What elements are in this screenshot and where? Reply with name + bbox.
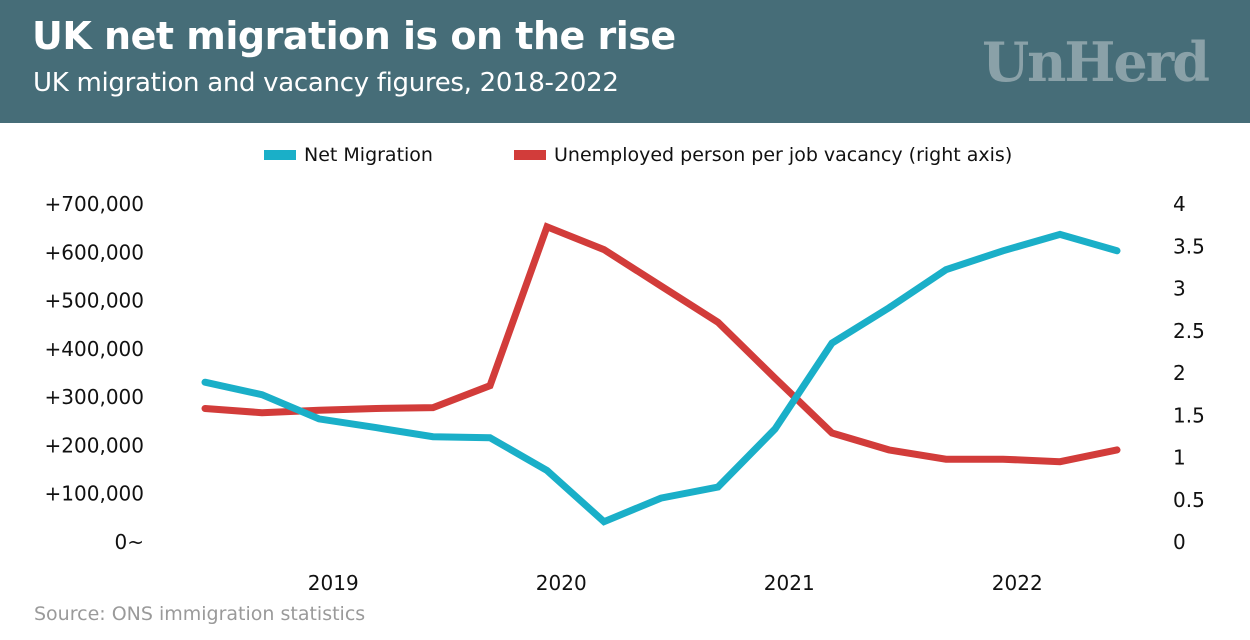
left-tick-label: +200,000 <box>45 433 144 457</box>
unherd-logo: UnHerd <box>982 30 1210 94</box>
series-group <box>201 222 1121 526</box>
chart-legend: Net Migration Unemployed person per job … <box>0 144 1250 170</box>
right-tick-label: 3 <box>1173 277 1186 301</box>
net-migration-line <box>201 230 1121 526</box>
left-tick-label: +400,000 <box>45 337 144 361</box>
right-tick-label: 0 <box>1173 530 1186 554</box>
source-note: Source: ONS immigration statistics <box>34 603 366 625</box>
legend-item-net-migration: Net Migration <box>264 144 433 166</box>
left-tick-label: +300,000 <box>45 385 144 409</box>
right-tick-label: 1 <box>1173 446 1186 470</box>
chart-subtitle: UK migration and vacancy figures, 2018-2… <box>33 68 619 98</box>
left-tick-label: +700,000 <box>45 192 144 216</box>
left-tick-label: +500,000 <box>45 289 144 313</box>
x-tick-label: 2019 <box>308 571 359 595</box>
legend-label-net-migration: Net Migration <box>304 144 433 166</box>
x-tick-label: 2020 <box>536 571 587 595</box>
left-tick-label: +600,000 <box>45 240 144 264</box>
chart-title: UK net migration is on the rise <box>32 14 676 58</box>
left-tick-label: +100,000 <box>45 482 144 506</box>
right-tick-label: 0.5 <box>1173 488 1205 512</box>
right-tick-label: 2 <box>1173 361 1186 385</box>
right-tick-label: 3.5 <box>1173 234 1205 258</box>
right-tick-label: 2.5 <box>1173 319 1205 343</box>
x-tick-label: 2022 <box>992 571 1043 595</box>
right-tick-label: 4 <box>1173 192 1186 216</box>
right-y-axis: 0 0.5 1 1.5 2 2.5 3 3.5 4 <box>1173 192 1205 554</box>
legend-swatch-unemployed-per-vacancy <box>514 150 546 160</box>
x-axis: 2019 2020 2021 2022 <box>308 571 1043 595</box>
right-tick-label: 1.5 <box>1173 403 1205 427</box>
left-tick-label: 0~ <box>115 530 144 554</box>
x-tick-label: 2021 <box>764 571 815 595</box>
left-y-axis: 0~ +100,000 +200,000 +300,000 +400,000 +500,0… <box>45 192 144 554</box>
legend-label-unemployed-per-vacancy: Unemployed person per job vacancy (right… <box>554 144 1013 166</box>
legend-swatch-net-migration <box>264 150 296 160</box>
chart-header: UK net migration is on the rise UK migra… <box>0 0 1250 123</box>
legend-item-unemployed-per-vacancy: Unemployed person per job vacancy (right… <box>514 144 1012 166</box>
